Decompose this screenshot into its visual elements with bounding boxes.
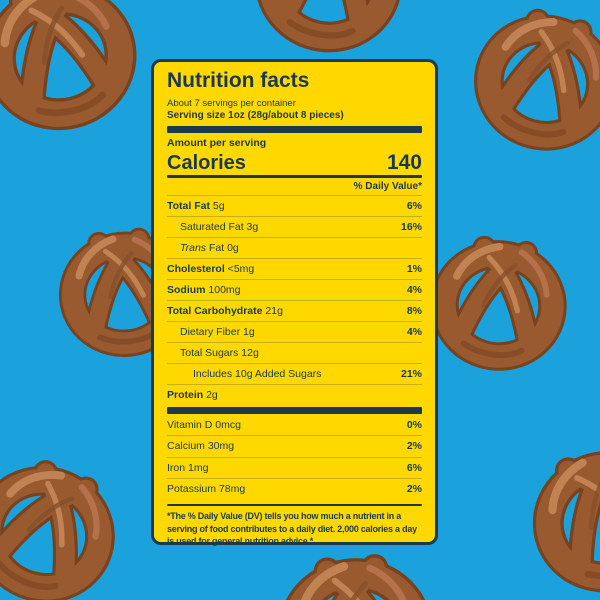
daily-value-percent: 21% <box>400 367 422 380</box>
amount-per-serving: Amount per serving <box>167 137 267 150</box>
pretzel-photo <box>0 0 161 154</box>
daily-value-percent: 16% <box>400 220 422 233</box>
nutrient-row: Potassium 78mg 2% <box>167 478 422 500</box>
pretzel-photo <box>415 217 582 384</box>
nutrient-row: Vitamin D 0mcg 0% <box>167 418 422 431</box>
nutrient-row: Trans Fat 0g <box>167 236 422 258</box>
calories-value: 140 <box>386 150 422 174</box>
nutrient-row: Iron 1mg 6% <box>167 456 422 479</box>
nutrient-row: Protein 2g <box>167 383 422 405</box>
divider-bar-thick <box>167 126 422 134</box>
pretzel-photo <box>0 428 148 600</box>
divider-bar-thin <box>167 503 422 507</box>
daily-value-header: % Daily Value* <box>353 180 422 192</box>
daily-value-percent: 4% <box>406 283 422 296</box>
divider-bar-medium <box>167 174 422 178</box>
nutrition-table: Total Fat 5g 6% Saturated Fat 3g 16% Trans F… <box>167 194 422 405</box>
nutrient-row: Total Carbohydrate 21g 8% <box>167 299 422 321</box>
daily-value-percent: 6% <box>406 199 422 212</box>
nutrition-facts-label: Nutrition facts About 7 servings per con… <box>151 59 438 546</box>
daily-value-percent: 4% <box>406 325 422 338</box>
vitamins-table: Vitamin D 0mcg 0% Calcium 30mg 2% Iron 1mg 6%… <box>167 415 422 500</box>
nutrient-row: Sodium 100mg 4% <box>167 278 422 300</box>
daily-value-footnote: *The % Daily Value (DV) tells you how mu… <box>167 511 417 546</box>
label-title: Nutrition facts <box>167 69 310 92</box>
pretzel-photo <box>505 417 600 600</box>
daily-value-percent: 1% <box>406 262 422 275</box>
daily-value-percent: 2% <box>406 440 422 453</box>
serving-size: Serving size 1oz (28g/about 8 pieces) <box>167 109 344 121</box>
nutrient-row: Saturated Fat 3g 16% <box>167 215 422 237</box>
nutrient-row: Total Fat 5g 6% <box>167 194 422 216</box>
nutrient-row: Total Sugars 12g <box>167 341 422 363</box>
pretzel-photo <box>451 0 600 173</box>
calories-label: Calories <box>167 151 246 174</box>
daily-value-percent: 6% <box>406 461 422 474</box>
nutrient-row: Dietary Fiber 1g 4% <box>167 320 422 342</box>
nutrient-row: Includes 10g Added Sugars 21% <box>167 362 422 384</box>
servings-per-container: About 7 servings per container <box>167 98 296 110</box>
nutrient-row: Calcium 30mg 2% <box>167 435 422 457</box>
divider-bar-thick <box>167 406 422 414</box>
nutrient-row: Cholesterol <5mg 1% <box>167 257 422 279</box>
calories-row: Calories 140 <box>167 150 422 174</box>
daily-value-percent: 0% <box>406 418 422 431</box>
daily-value-percent: 2% <box>406 483 422 496</box>
daily-value-percent: 8% <box>406 304 422 317</box>
